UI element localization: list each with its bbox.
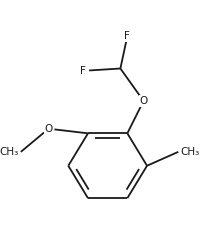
Text: F: F [124, 31, 130, 41]
Text: F: F [81, 66, 86, 76]
Text: O: O [140, 96, 148, 106]
Text: CH₃: CH₃ [181, 147, 200, 157]
Text: O: O [45, 124, 53, 134]
Text: CH₃: CH₃ [0, 147, 19, 157]
